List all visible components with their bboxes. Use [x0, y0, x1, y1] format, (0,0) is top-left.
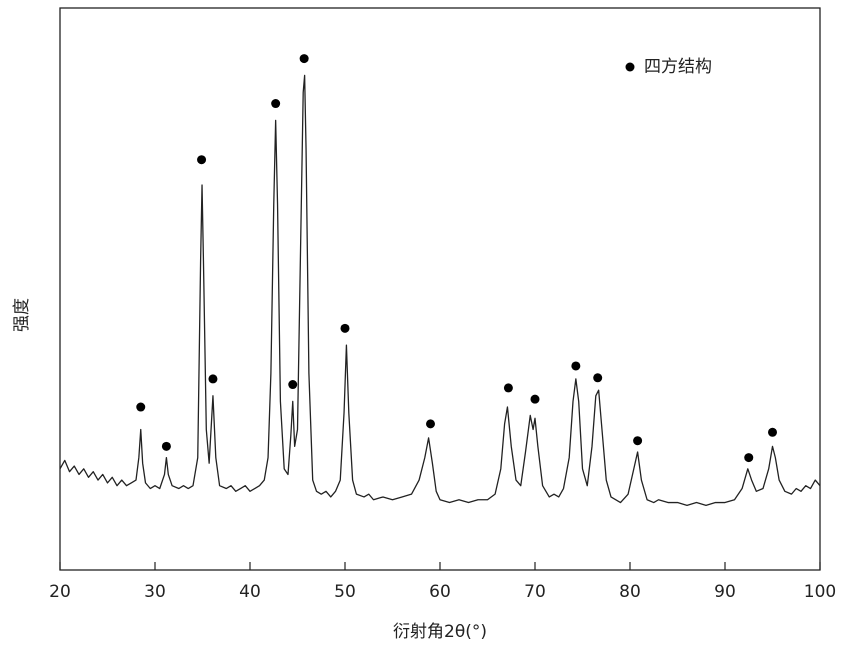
- x-tick-label: 100: [804, 582, 836, 602]
- page: {"chart_data": {"type": "line", "xlabel"…: [0, 0, 845, 654]
- legend-marker: [626, 63, 635, 72]
- peak-marker: [768, 428, 777, 437]
- peak-marker: [271, 99, 280, 108]
- x-tick-label: 90: [714, 582, 736, 602]
- x-tick-label: 20: [49, 582, 71, 602]
- peak-marker: [504, 383, 513, 392]
- x-tick-label: 50: [334, 582, 356, 602]
- x-tick-label: 40: [239, 582, 261, 602]
- peak-marker: [531, 395, 540, 404]
- peak-marker: [426, 419, 435, 428]
- peak-marker: [162, 442, 171, 451]
- peak-marker: [197, 155, 206, 164]
- x-tick-label: 30: [144, 582, 166, 602]
- legend-label: 四方结构: [644, 57, 712, 77]
- peak-marker: [288, 380, 297, 389]
- y-axis-label: 强度: [12, 298, 32, 332]
- x-tick-label: 60: [429, 582, 451, 602]
- peak-marker: [300, 54, 309, 63]
- x-tick-label: 70: [524, 582, 546, 602]
- peak-marker: [208, 374, 217, 383]
- peak-marker: [571, 361, 580, 370]
- x-axis-label: 衍射角2θ(°): [393, 622, 487, 642]
- peak-marker: [593, 373, 602, 382]
- peak-marker: [633, 436, 642, 445]
- peak-marker: [136, 403, 145, 412]
- chart: 衍射角2θ(°) 强度 20 30 40 50 60 70 80 90 100 四方结构: [0, 0, 845, 654]
- peak-marker: [341, 324, 350, 333]
- xrd-line: [60, 75, 820, 505]
- x-tick-label: 80: [619, 582, 641, 602]
- peak-marker: [744, 453, 753, 462]
- plot-frame: [60, 8, 820, 570]
